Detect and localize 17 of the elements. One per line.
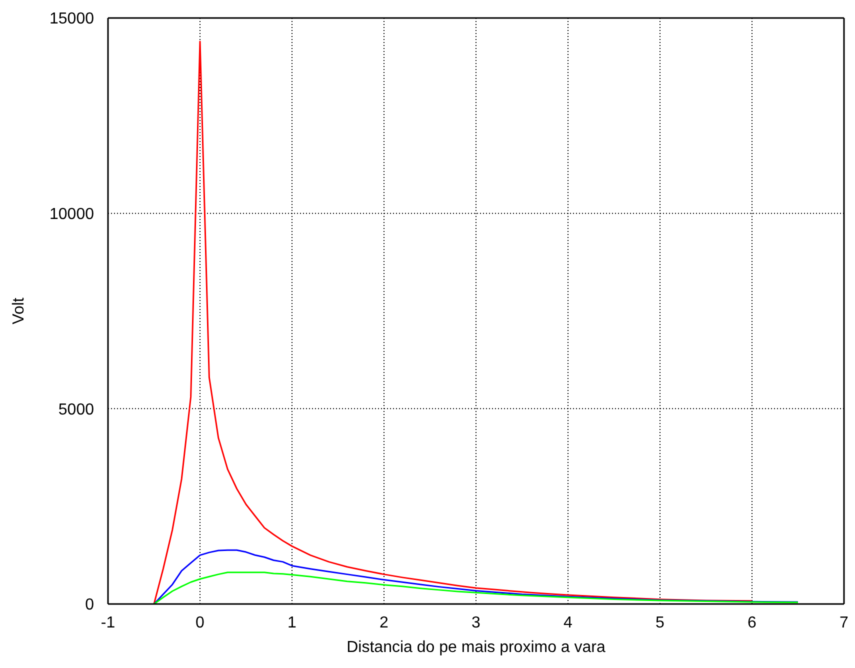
line-series [153,572,799,604]
x-tick-label: 6 [748,614,757,632]
x-tick-label: 0 [196,614,205,632]
x-tick-label: 7 [840,614,849,632]
x-tick-label: -1 [100,614,116,632]
x-axis-title: Distancia do pe mais proximo a vara [346,639,606,656]
x-tick-label: 3 [472,614,481,632]
x-tick-label: 1 [288,614,297,632]
line-series [153,40,753,604]
x-tick-label: 4 [564,614,573,632]
y-tick-label: 15000 [50,10,94,28]
y-tick-label: 0 [85,596,94,614]
y-tick-label: 5000 [58,401,94,418]
x-tick-label: 2 [380,614,389,632]
x-tick-label: 5 [656,614,665,632]
y-tick-label: 10000 [50,206,94,224]
y-axis-title: Volt [10,297,28,324]
